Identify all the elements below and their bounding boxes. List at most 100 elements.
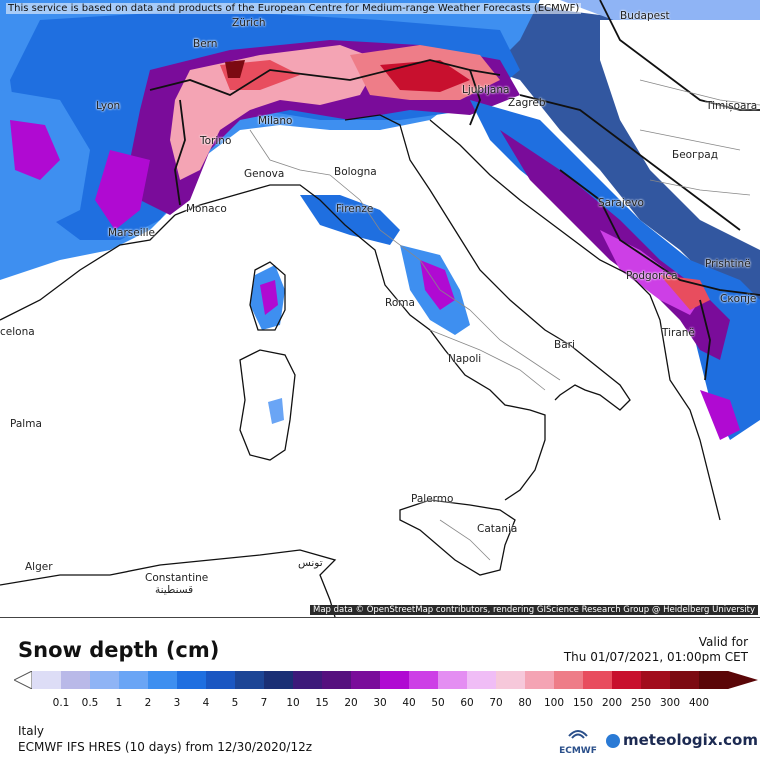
scale-tick-label: 5 — [231, 697, 239, 709]
city-label-napoli: Napoli — [448, 353, 482, 365]
city-label-barcelona: celona — [0, 326, 35, 338]
scale-tick-label: 2 — [144, 697, 152, 709]
meteologix-globe-icon — [606, 733, 620, 748]
scale-swatch — [90, 671, 120, 689]
scale-swatch — [380, 671, 410, 689]
ecmwf-logo-icon — [568, 730, 588, 739]
valid-label: Valid for — [698, 635, 748, 649]
map-graphic — [0, 0, 760, 617]
scale-swatch — [641, 671, 671, 689]
scale-tick-label: 100 — [543, 697, 565, 709]
scale-tick-label: 4 — [202, 697, 210, 709]
city-label-tunis: تونس — [298, 557, 323, 569]
scale-tick-label: 10 — [286, 697, 300, 709]
country-borders — [149, 0, 760, 381]
city-label-zagreb: Zagreb — [508, 97, 546, 109]
scale-tick-label: 3 — [173, 697, 181, 709]
city-label-podgorica: Podgorica — [626, 270, 678, 282]
map-attribution[interactable]: Map data © OpenStreetMap contributors, r… — [310, 605, 758, 615]
ecmwf-logo-text: ECMWF — [559, 746, 597, 756]
scale-swatch — [264, 671, 294, 689]
scale-tick-label: 400 — [688, 697, 710, 709]
scale-tick-label: 250 — [630, 697, 652, 709]
city-label-milano: Milano — [258, 115, 293, 127]
city-label-zurich: Zürich — [232, 17, 266, 29]
color-scale-bar — [14, 671, 758, 689]
meteologix-brand-text: meteologix.com — [623, 731, 758, 749]
legend-panel — [0, 617, 760, 761]
scale-swatch — [554, 671, 584, 689]
city-label-lyon: Lyon — [96, 100, 121, 112]
city-label-beograd: Београд — [672, 149, 718, 161]
city-label-marseille: Marseille — [108, 227, 155, 239]
city-label-tirane: Tiranë — [662, 327, 695, 339]
scale-swatch — [438, 671, 468, 689]
snow-depth-map[interactable]: This service is based on data and produc… — [0, 0, 760, 617]
scale-swatch — [61, 671, 91, 689]
city-label-roma: Roma — [385, 297, 415, 309]
ecmwf-logo[interactable]: ECMWF — [556, 726, 600, 756]
model-run-label: ECMWF IFS HRES (10 days) from 12/30/2020… — [18, 740, 313, 754]
city-label-constantine-arabic: قسنطينة — [155, 584, 194, 596]
scale-tick-label: 300 — [659, 697, 681, 709]
meteologix-logo[interactable]: meteologix.com — [606, 731, 758, 749]
scale-swatch — [525, 671, 555, 689]
scale-arrow-low — [14, 671, 33, 689]
city-label-firenze: Firenze — [336, 203, 374, 215]
scale-swatch — [670, 671, 700, 689]
city-label-pristine: Prishtinë — [705, 258, 751, 270]
city-label-palma: Palma — [10, 418, 42, 430]
scale-swatch — [119, 671, 149, 689]
city-label-alger: Alger — [25, 561, 53, 573]
city-label-monaco: Monaco — [186, 203, 227, 215]
city-label-torino: Torino — [200, 135, 232, 147]
scale-swatch — [496, 671, 526, 689]
scale-tick-label: 0.1 — [52, 697, 70, 709]
scale-tick-label: 200 — [601, 697, 623, 709]
city-label-bari: Bari — [554, 339, 575, 351]
scale-tick-label: 150 — [572, 697, 594, 709]
scale-swatch — [583, 671, 613, 689]
city-label-ljubljana: Ljubljana — [462, 84, 510, 96]
scale-swatch — [351, 671, 381, 689]
scale-tick-label: 7 — [260, 697, 268, 709]
legend-title: Snow depth (cm) — [18, 638, 220, 662]
city-label-budapest: Budapest — [620, 10, 670, 22]
snow-fields — [0, 0, 760, 440]
scale-tick-label: 0.5 — [81, 697, 99, 709]
city-label-constantine: Constantine — [145, 572, 209, 584]
scale-tick-label: 1 — [115, 697, 123, 709]
scale-tick-label: 30 — [373, 697, 387, 709]
scale-swatch — [148, 671, 178, 689]
city-label-timisoara: Timișoara — [706, 100, 758, 112]
city-label-bologna: Bologna — [334, 166, 377, 178]
region-borders — [249, 79, 760, 561]
city-label-sarajevo: Sarajevo — [598, 197, 644, 209]
scale-tick-label: 80 — [518, 697, 532, 709]
scale-tick-label: 50 — [431, 697, 445, 709]
scale-swatch — [612, 671, 642, 689]
scale-swatch — [699, 671, 729, 689]
scale-swatch — [467, 671, 497, 689]
region-label: Italy — [18, 724, 45, 738]
scale-swatch — [32, 671, 62, 689]
city-label-palermo: Palermo — [411, 493, 454, 505]
scale-swatch — [177, 671, 207, 689]
city-label-skopje: Скопје — [720, 293, 757, 305]
ecmwf-disclaimer: This service is based on data and produc… — [6, 3, 582, 14]
city-label-catania: Catania — [477, 523, 518, 535]
scale-tick-label: 70 — [489, 697, 503, 709]
scale-swatch — [206, 671, 236, 689]
scale-tick-label: 60 — [460, 697, 474, 709]
scale-swatch — [235, 671, 265, 689]
scale-tick-label: 20 — [344, 697, 358, 709]
scale-swatch — [322, 671, 352, 689]
city-label-genova: Genova — [244, 168, 285, 180]
scale-tick-label: 40 — [402, 697, 416, 709]
color-scale-ticks: 0.1 0.5 1 2 3 4 5 7 10 15 20 30 40 50 60 70 80 100 150 200 2… — [14, 697, 758, 713]
city-label-bern: Bern — [193, 38, 218, 50]
scale-swatch — [409, 671, 439, 689]
scale-swatch — [293, 671, 323, 689]
scale-tick-label: 15 — [315, 697, 329, 709]
valid-date: Thu 01/07/2021, 01:00pm CET — [563, 650, 748, 664]
